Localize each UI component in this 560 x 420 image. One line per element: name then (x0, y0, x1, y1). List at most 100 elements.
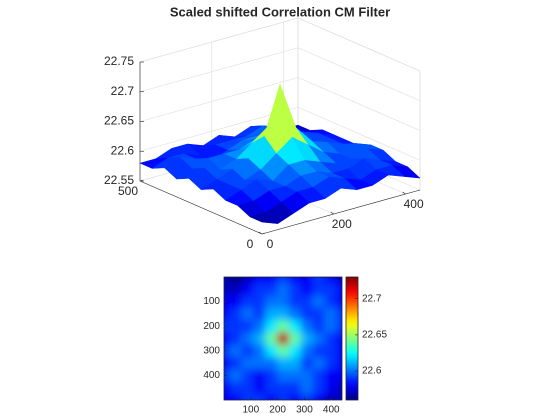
image-cell (265, 277, 278, 284)
image-axes: 100 200 300 400 100 200 300 400 (203, 276, 343, 416)
image-cell (229, 307, 243, 321)
image-cell (277, 332, 290, 346)
grid-line (297, 77, 421, 131)
image-cell (336, 320, 342, 333)
image-cell (229, 320, 243, 333)
image-cell (324, 295, 337, 309)
image-cell (241, 344, 254, 358)
box-edge (139, 17, 299, 63)
image-cell (253, 369, 266, 383)
image-cell (300, 344, 313, 358)
image-cell (277, 344, 290, 358)
colorbar (345, 276, 359, 401)
image-cell (324, 320, 337, 333)
surface-axes: 22.55 22.6 22.65 22.7 22.75 0 200 400 0 500 (104, 17, 424, 251)
y-tick (261, 232, 266, 235)
image-cell (229, 369, 243, 383)
box-edge (297, 17, 421, 72)
image-cell (336, 283, 342, 296)
image-cell (229, 356, 243, 370)
image-cell (229, 295, 243, 309)
image-cell (253, 356, 266, 370)
image-cell (265, 295, 278, 309)
image-cell (277, 307, 290, 321)
image-cell (224, 295, 231, 309)
image-cell (300, 277, 313, 284)
y-tick-label: 0 (247, 237, 254, 251)
image-cell (336, 295, 342, 309)
x-tick-label: 200 (332, 217, 352, 231)
image-cell (300, 307, 313, 321)
image-cell (324, 277, 337, 284)
image-cell (312, 295, 325, 309)
x-tick-label: 0 (267, 237, 274, 251)
z-tick-label: 22.7 (111, 84, 135, 98)
colorbar-tick-label: 22.65 (362, 330, 387, 341)
image-cell (265, 307, 278, 321)
image-cell (224, 277, 231, 284)
image-cell (277, 356, 290, 370)
image-cell (241, 356, 254, 370)
image-cell (224, 320, 231, 333)
x-tick-label: 400 (404, 197, 424, 211)
z-tick-label: 22.6 (111, 143, 135, 157)
colorbar-tick-label: 22.7 (362, 293, 382, 304)
image-cell (336, 332, 342, 346)
image-cell (300, 369, 313, 383)
image-cell (253, 283, 266, 296)
image-y-tick-label: 300 (203, 345, 220, 356)
image-cell (312, 283, 325, 296)
image-cell (300, 393, 313, 400)
image-cell (312, 344, 325, 358)
image-x-tick-label: 400 (323, 405, 340, 416)
grid-line (297, 106, 421, 161)
image-cell (336, 381, 342, 395)
image-cell (324, 332, 337, 346)
image-cell (241, 283, 254, 296)
image-cell (300, 283, 313, 296)
z-tick-label: 22.65 (104, 114, 134, 128)
image-cell (265, 283, 278, 296)
image-cell (224, 344, 231, 358)
image-cell (224, 283, 231, 296)
image-cell (265, 344, 278, 358)
image-cell (288, 332, 302, 346)
surface-patch (249, 212, 279, 224)
z-tick-label: 22.55 (104, 173, 134, 187)
image-cell (265, 332, 278, 346)
image-y-tick-label: 400 (203, 370, 220, 381)
image-cell (277, 277, 290, 284)
image-cell (224, 381, 231, 395)
x-tick (330, 211, 334, 215)
image-cell (241, 332, 254, 346)
image-cell (324, 369, 337, 383)
y-tick (139, 179, 144, 182)
image-cell (253, 381, 266, 395)
image-cell (229, 283, 243, 296)
image-cell (288, 295, 302, 309)
image-cell (312, 356, 325, 370)
image-cell (253, 393, 266, 400)
image-x-tick-label: 100 (242, 405, 259, 416)
image-cell (324, 381, 337, 395)
image-cell (265, 381, 278, 395)
image-cell (229, 277, 243, 284)
colorbar-ticks: 22.6 22.65 22.7 (355, 293, 387, 377)
image-cell (288, 307, 302, 321)
image-cell (288, 283, 302, 296)
image-cell (253, 332, 266, 346)
image-cell (324, 307, 337, 321)
image-cell (224, 393, 231, 400)
image-cell (288, 344, 302, 358)
image-cell (224, 332, 231, 346)
image-cell (229, 381, 243, 395)
image-cell (312, 381, 325, 395)
image-cell (277, 369, 290, 383)
image-cell (300, 356, 313, 370)
image-frame (223, 276, 343, 401)
image-cell (265, 393, 278, 400)
image-cell (336, 277, 342, 284)
image-cell (288, 356, 302, 370)
grid-line (297, 47, 421, 102)
image-cell (336, 369, 342, 383)
